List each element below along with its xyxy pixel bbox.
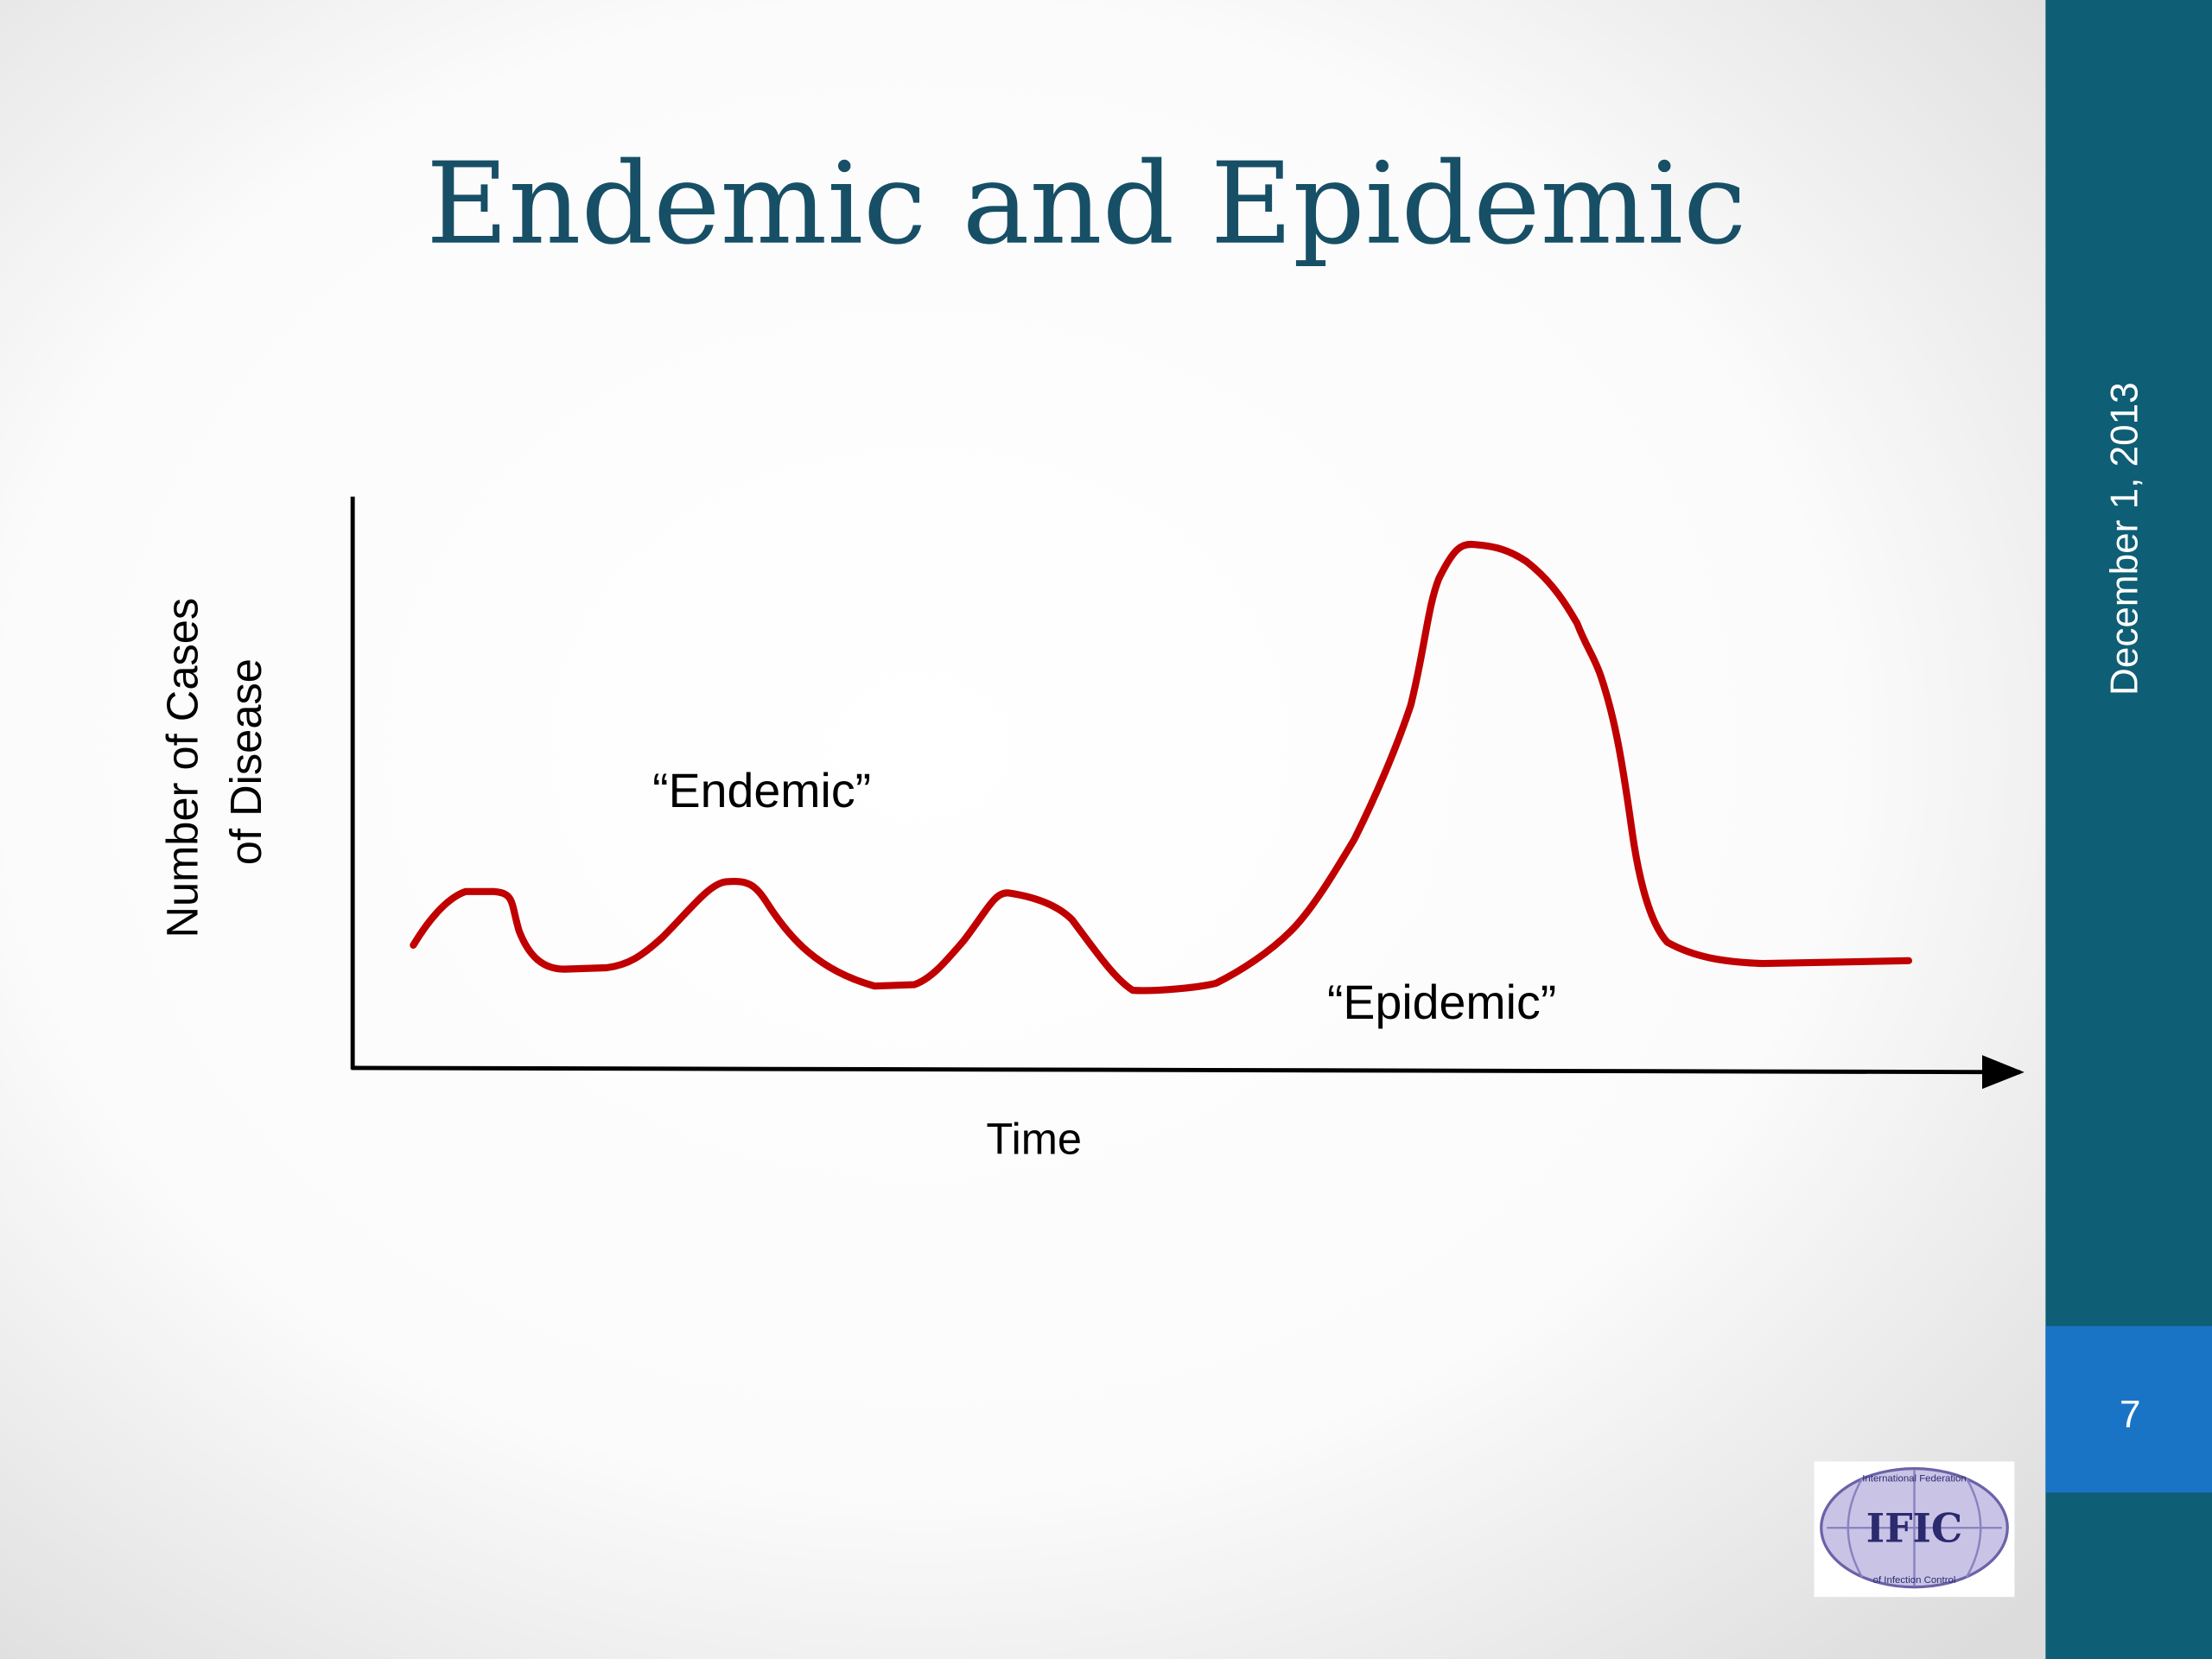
logo-grid bbox=[1827, 1470, 2002, 1586]
page-number: 7 bbox=[2120, 1394, 2141, 1436]
logo-top-text: International Federation bbox=[1862, 1473, 1966, 1484]
x-axis-label: Time bbox=[986, 1115, 1082, 1164]
annotation: “Endemic” bbox=[652, 764, 871, 817]
annotation: “Epidemic” bbox=[1327, 976, 1556, 1029]
logo-text: IFIC bbox=[1866, 1504, 1963, 1551]
slide-title: Endemic and Epidemic bbox=[426, 138, 1746, 270]
logo: IFIC International Federation of Infecti… bbox=[1814, 1461, 2015, 1598]
x-axis bbox=[351, 1055, 2024, 1090]
page-box bbox=[2045, 1325, 2212, 1493]
slide-date: December 1, 2013 bbox=[2103, 382, 2145, 696]
background bbox=[0, 0, 2046, 1659]
y-axis-label: Number of Cases of Disease bbox=[158, 586, 270, 938]
logo-bottom-text: of Infection Control bbox=[1873, 1575, 1956, 1586]
y-axis-label-line: of Disease bbox=[221, 658, 270, 865]
y-axis-label-line: Number of Cases bbox=[158, 598, 207, 938]
epidemic-curve bbox=[410, 540, 1913, 995]
